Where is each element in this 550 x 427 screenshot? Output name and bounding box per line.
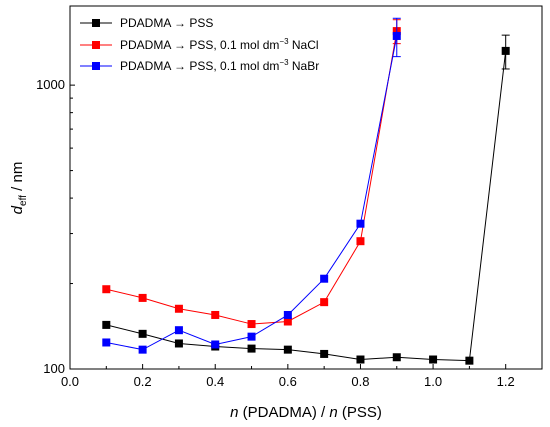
x-axis-title-n2: n: [329, 404, 337, 421]
plot-frame: [69, 5, 543, 370]
legend-label-1-suffix: NaCl: [289, 38, 319, 52]
x-tick-label: 1.2: [497, 374, 515, 389]
data-point: [356, 355, 365, 364]
legend-label-1-sup: −3: [279, 37, 289, 46]
data-point: [283, 310, 292, 319]
y-axis-title-sub: eff: [18, 195, 29, 206]
data-point: [356, 219, 365, 228]
data-point: [247, 320, 256, 329]
data-point: [356, 237, 365, 246]
data-point: [138, 345, 147, 354]
data-point: [138, 293, 147, 302]
data-point: [102, 320, 111, 329]
y-axis-title: deff / nm: [9, 162, 29, 215]
x-axis-title-mid: (PDADMA) /: [238, 404, 329, 421]
data-point: [429, 355, 438, 364]
data-point: [320, 349, 329, 358]
x-tick-label: 0.6: [279, 374, 297, 389]
legend: PDADMA → PSS PDADMA → PSS, 0.1 mol dm−3 …: [80, 16, 319, 73]
legend-entry-0: PDADMA → PSS: [80, 16, 213, 30]
legend-marker-1: [92, 41, 100, 49]
x-tick-label: 0.2: [134, 374, 152, 389]
series-2: [102, 17, 401, 354]
y-tick-label: 1000: [36, 77, 65, 92]
x-axis-title-end: (PSS): [338, 404, 382, 421]
series-line-1: [106, 31, 398, 325]
data-point: [211, 310, 220, 319]
data-point: [138, 329, 147, 338]
y-axis-title-end: / nm: [9, 162, 26, 195]
x-axis-title: n (PDADMA) / n (PSS): [230, 404, 382, 421]
data-point: [392, 353, 401, 362]
x-tick-label: 0.4: [206, 374, 224, 389]
x-tick-label: 0.8: [351, 374, 369, 389]
data-point: [211, 340, 220, 349]
x-tick-label: 0.0: [61, 374, 79, 389]
data-point: [283, 317, 292, 326]
legend-label-1: PDADMA → PSS, 0.1 mol dm−3 NaCl: [120, 37, 319, 52]
legend-label-2-suffix: NaBr: [289, 59, 320, 73]
data-point: [501, 46, 510, 55]
legend-label-1-main: PDADMA → PSS, 0.1 mol dm: [120, 38, 279, 52]
legend-marker-2: [92, 62, 100, 70]
data-point: [465, 356, 474, 365]
y-tick-label: 100: [43, 361, 65, 376]
data-point: [102, 338, 111, 347]
series-0: [102, 34, 510, 365]
series-layer: [102, 17, 510, 365]
series-line-2: [106, 35, 398, 351]
legend-label-0: PDADMA → PSS: [120, 16, 213, 30]
data-point: [174, 339, 183, 348]
axes: 0.0 0.2 0.4 0.6 0.8 1.0 1.2 100 1000: [36, 77, 543, 389]
legend-label-2-sup: −3: [279, 58, 289, 67]
legend-label-2: PDADMA → PSS, 0.1 mol dm−3 NaBr: [120, 58, 319, 73]
series-line-0: [106, 50, 507, 362]
y-axis-title-d: d: [9, 205, 26, 214]
data-point: [283, 345, 292, 354]
data-point: [102, 285, 111, 294]
legend-entry-1: PDADMA → PSS, 0.1 mol dm−3 NaCl: [80, 37, 319, 52]
data-point: [247, 332, 256, 341]
legend-entry-2: PDADMA → PSS, 0.1 mol dm−3 NaBr: [80, 58, 319, 73]
data-point: [320, 298, 329, 307]
data-point: [174, 326, 183, 335]
legend-marker-0: [92, 19, 100, 27]
data-point: [247, 344, 256, 353]
data-point: [392, 31, 401, 40]
x-axis-title-n1: n: [230, 404, 238, 421]
x-tick-label: 1.0: [424, 374, 442, 389]
data-point: [174, 304, 183, 313]
legend-label-2-main: PDADMA → PSS, 0.1 mol dm: [120, 59, 279, 73]
data-point: [320, 274, 329, 283]
